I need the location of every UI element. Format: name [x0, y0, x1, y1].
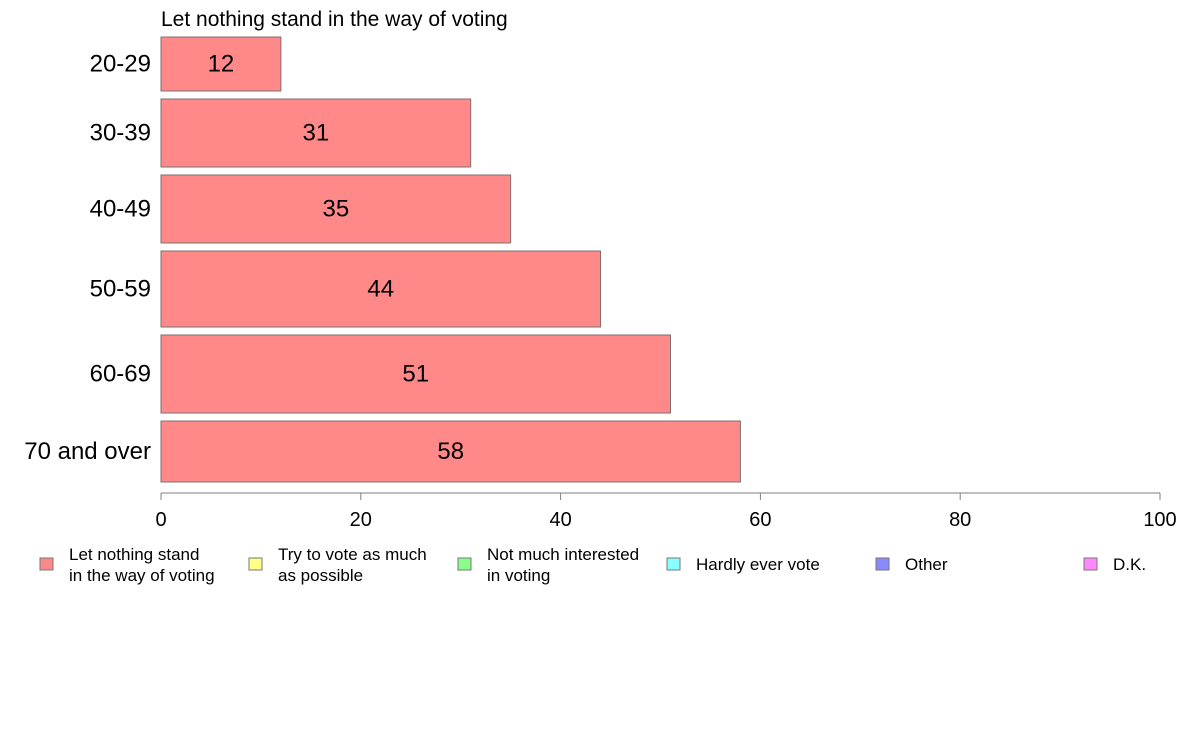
- category-label: 30-39: [90, 120, 151, 147]
- legend-label: Hardly ever vote: [696, 555, 820, 574]
- bar-70-and-over: [160, 420, 741, 483]
- legend-item: D.K.: [1083, 555, 1146, 574]
- value-label: 35: [322, 196, 349, 223]
- value-label: 58: [437, 438, 464, 465]
- category-label: 50-59: [90, 276, 151, 303]
- legend-label-line: in the way of voting: [69, 566, 215, 585]
- x-tick-label: 100: [1143, 509, 1176, 531]
- category-label: 60-69: [90, 361, 151, 388]
- legend-swatch: [875, 557, 890, 571]
- legend-swatch: [457, 557, 472, 571]
- x-tick-label: 20: [350, 509, 372, 531]
- legend: Let nothing stand in the way of voting Try…: [39, 545, 1146, 585]
- bar-20-29: [160, 36, 282, 92]
- x-tick-label: 0: [155, 509, 166, 531]
- legend-label-line: Try to vote as much: [278, 545, 427, 564]
- legend-swatch: [39, 557, 54, 571]
- bar-50-59: [160, 250, 602, 328]
- value-label: 31: [302, 120, 329, 147]
- x-tick-label: 80: [949, 509, 971, 531]
- legend-label-line: Not much interested: [487, 545, 639, 564]
- legend-item: Let nothing stand in the way of voting: [39, 545, 215, 585]
- legend-label-line: as possible: [278, 566, 363, 585]
- legend-item: Other: [875, 555, 948, 574]
- legend-item: Try to vote as much as possible: [248, 545, 427, 585]
- legend-swatch: [1083, 557, 1098, 571]
- category-label: 70 and over: [24, 438, 151, 465]
- category-label: 20-29: [90, 51, 151, 78]
- legend-swatch: [666, 557, 681, 571]
- legend-item: Not much interested in voting: [457, 545, 639, 585]
- legend-swatch: [248, 557, 263, 571]
- bars-group: [160, 36, 741, 483]
- x-tick-label: 60: [749, 509, 771, 531]
- chart-title: Let nothing stand in the way of voting: [161, 8, 508, 31]
- legend-label-line: in voting: [487, 566, 550, 585]
- value-labels: 12 31 35 44 51 58: [208, 51, 464, 466]
- legend-label-line: Let nothing stand: [69, 545, 199, 564]
- category-label: 40-49: [90, 196, 151, 223]
- bar-30-39: [160, 98, 472, 168]
- category-labels: 20-29 30-39 40-49 50-59 60-69 70 and over: [24, 51, 151, 466]
- value-label: 51: [402, 361, 429, 388]
- x-axis: 0 20 40 60 80 100: [155, 492, 1177, 531]
- value-label: 12: [208, 51, 235, 78]
- legend-item: Hardly ever vote: [666, 555, 820, 574]
- value-label: 44: [367, 276, 394, 303]
- x-tick-label: 40: [549, 509, 571, 531]
- legend-label: D.K.: [1113, 555, 1146, 574]
- bar-40-49: [160, 174, 512, 244]
- legend-label: Other: [905, 555, 948, 574]
- bar-60-69: [160, 334, 671, 414]
